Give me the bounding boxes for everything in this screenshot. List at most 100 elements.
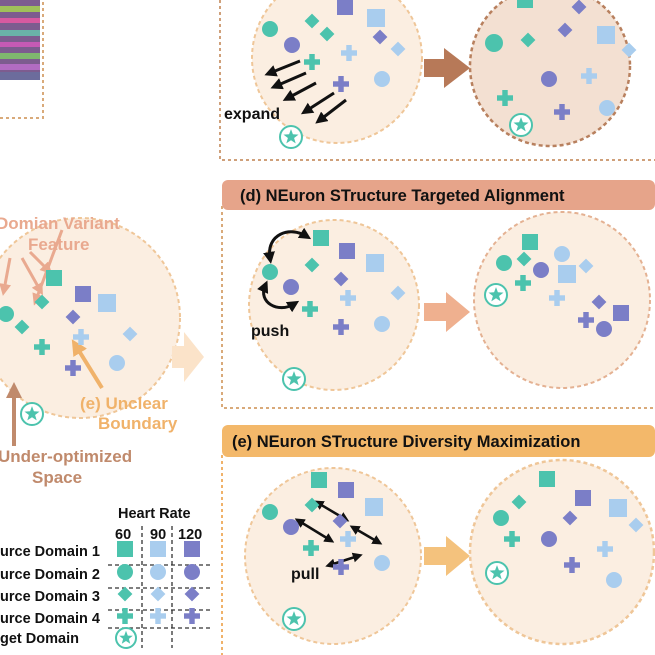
teal-circle-marker xyxy=(262,21,278,37)
light-blue-plus-marker xyxy=(341,45,357,61)
heatmap-fragment xyxy=(0,0,40,80)
purple-circle-marker xyxy=(284,37,300,53)
teal-plus-marker xyxy=(117,608,133,624)
legend-col-60: 60 xyxy=(115,527,131,543)
light-blue-circle-marker xyxy=(150,564,166,580)
light-blue-square-marker xyxy=(98,294,116,312)
light-blue-diamond-marker xyxy=(621,42,637,58)
light-blue-plus-marker xyxy=(597,541,613,557)
light-blue-circle-marker xyxy=(599,100,615,116)
light-blue-diamond-marker xyxy=(628,517,644,533)
teal-square-marker xyxy=(311,472,327,488)
legend-row-target: get Domain xyxy=(0,631,79,647)
teal-plus-marker xyxy=(497,90,513,106)
teal-diamond-marker xyxy=(304,13,320,29)
panel-e-title-bar xyxy=(222,425,655,457)
teal-square-marker xyxy=(517,0,533,8)
teal-diamond-marker xyxy=(304,257,320,273)
legend-row-source-1: urce Domain 1 xyxy=(0,544,100,560)
variant-feature-label-line1: Domian Variant xyxy=(0,214,120,233)
teal-diamond-marker xyxy=(516,251,532,267)
legend: Heart Rate 60 90 120 urce Domain 1 urce … xyxy=(0,506,210,648)
teal-circle-marker xyxy=(496,255,512,271)
panel-e-arrow xyxy=(424,536,470,576)
light-blue-circle-marker xyxy=(606,572,622,588)
light-blue-square-marker xyxy=(365,498,383,516)
purple-plus-marker xyxy=(333,319,349,335)
teal-square-marker xyxy=(539,471,555,487)
teal-diamond-marker xyxy=(14,319,30,335)
unclear-boundary-label-line2: Boundary xyxy=(98,414,178,433)
variant-feature-label-line2: Feature xyxy=(28,235,89,254)
purple-circle-marker xyxy=(541,531,557,547)
feature-space-arrow xyxy=(172,332,204,382)
legend-header: Heart Rate xyxy=(118,506,191,522)
legend-col-120: 120 xyxy=(178,527,202,543)
teal-plus-marker xyxy=(515,275,531,291)
light-blue-diamond-marker xyxy=(578,258,594,274)
panel-d-arrow xyxy=(424,292,470,332)
target-domain-star-marker xyxy=(279,125,303,149)
light-blue-diamond-marker xyxy=(390,41,406,57)
teal-diamond-marker xyxy=(511,494,527,510)
purple-plus-marker xyxy=(333,76,349,92)
teal-plus-marker xyxy=(302,301,318,317)
teal-plus-marker xyxy=(303,540,319,556)
teal-diamond-marker xyxy=(304,497,320,513)
panel-c-arrow xyxy=(424,48,470,88)
target-domain-star-marker xyxy=(282,607,306,631)
purple-square-marker xyxy=(184,541,200,557)
light-blue-diamond-marker xyxy=(390,285,406,301)
teal-diamond-marker xyxy=(520,32,536,48)
panel-e-title: (e) NEuron STructure Diversity Maximizat… xyxy=(232,433,580,451)
teal-circle-marker xyxy=(262,264,278,280)
light-blue-square-marker xyxy=(597,26,615,44)
target-domain-star-marker xyxy=(115,627,137,649)
light-blue-diamond-marker xyxy=(150,586,166,602)
purple-square-marker xyxy=(337,0,353,15)
purple-diamond-marker xyxy=(65,309,81,325)
purple-diamond-marker xyxy=(562,510,578,526)
purple-diamond-marker xyxy=(591,294,607,310)
legend-row-source-4: urce Domain 4 xyxy=(0,611,100,627)
purple-diamond-marker xyxy=(333,271,349,287)
purple-diamond-marker xyxy=(332,513,348,529)
light-blue-circle-marker xyxy=(554,246,570,262)
teal-diamond-marker xyxy=(319,26,335,42)
target-domain-star-marker xyxy=(20,402,44,426)
variant-feature-arrows xyxy=(0,229,64,306)
teal-circle-marker xyxy=(117,564,133,580)
teal-square-marker xyxy=(522,234,538,250)
panel-c-border xyxy=(219,0,655,161)
light-blue-square-marker xyxy=(558,265,576,283)
purple-square-marker xyxy=(338,482,354,498)
target-domain-star-marker xyxy=(485,561,509,585)
light-blue-plus-marker xyxy=(340,531,356,547)
light-blue-circle-marker xyxy=(374,555,390,571)
light-blue-plus-marker xyxy=(549,290,565,306)
teal-square-marker xyxy=(46,270,62,286)
light-blue-diamond-marker xyxy=(122,326,138,342)
under-optimized-label-line1: Under-optimized xyxy=(0,447,132,466)
purple-diamond-marker xyxy=(571,0,587,15)
light-blue-square-marker xyxy=(367,9,385,27)
panel-d-title-bar xyxy=(222,180,655,210)
purple-plus-marker xyxy=(333,559,349,575)
purple-plus-marker xyxy=(65,360,81,376)
legend-row-source-2: urce Domain 2 xyxy=(0,567,100,583)
light-blue-circle-marker xyxy=(374,71,390,87)
light-blue-plus-marker xyxy=(581,68,597,84)
light-blue-plus-marker xyxy=(73,329,89,345)
light-blue-plus-marker xyxy=(150,608,166,624)
legend-row-source-3: urce Domain 3 xyxy=(0,589,100,605)
teal-circle-marker xyxy=(0,306,14,322)
expand-label: expand xyxy=(224,106,280,123)
teal-plus-marker xyxy=(34,339,50,355)
purple-square-marker xyxy=(613,305,629,321)
purple-circle-marker xyxy=(541,71,557,87)
pull-label: pull xyxy=(291,566,319,583)
push-arrows xyxy=(257,227,312,313)
purple-plus-marker xyxy=(554,104,570,120)
purple-circle-marker xyxy=(283,519,299,535)
purple-plus-marker xyxy=(578,312,594,328)
